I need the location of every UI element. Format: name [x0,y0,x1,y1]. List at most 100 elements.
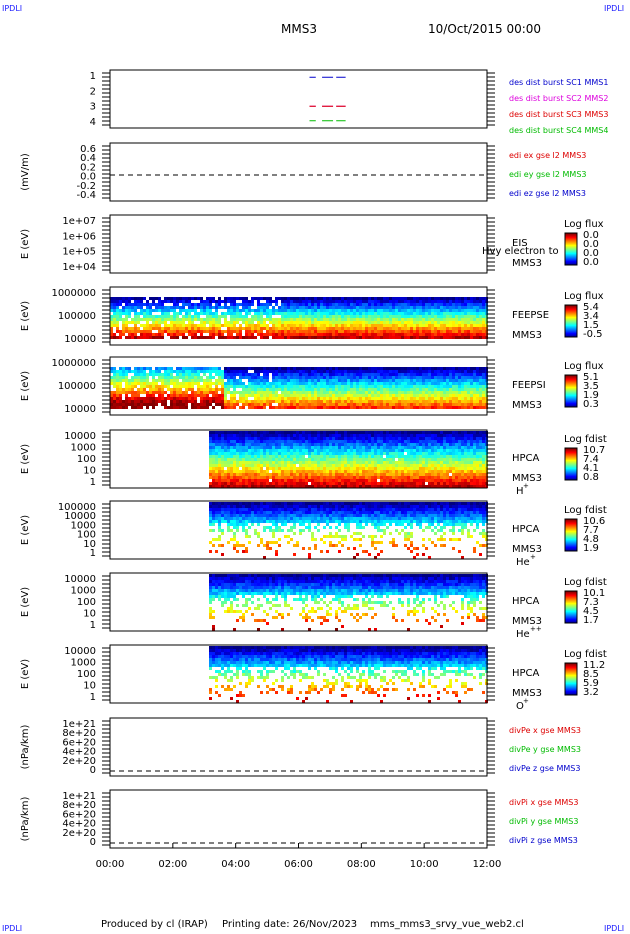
heatmap-cell [383,479,386,482]
heatmap-cell [407,318,410,321]
heatmap-cell [311,336,314,339]
heatmap-cell [326,406,329,409]
heatmap-cell [125,397,128,400]
heatmap-cell [281,403,284,406]
heatmap-cell [206,321,209,324]
heatmap-cell [284,385,287,388]
heatmap-cell [338,327,341,330]
heatmap-cell [410,431,413,434]
heatmap-cell [242,464,245,467]
heatmap-cell [203,303,206,306]
heatmap-cell [191,385,194,388]
heatmap-cell [422,440,425,443]
heatmap-cell [284,406,287,409]
heatmap-cell [113,306,116,309]
heatmap-cell [221,455,224,458]
heatmap-cell [368,324,371,327]
heatmap-cell [464,388,467,391]
heatmap-cell [197,373,200,376]
heatmap-cell [272,461,275,464]
heatmap-cell [404,485,407,488]
heatmap-cell [479,309,482,312]
heatmap-cell [266,449,269,452]
heatmap-cell [284,440,287,443]
heatmap-cell [407,394,410,397]
heatmap-cell [125,324,128,327]
heatmap-cell [254,452,257,455]
heatmap-cell [428,297,431,300]
heatmap-cell [200,297,203,300]
colorbar-swatch [565,313,577,315]
heatmap-cell [383,400,386,403]
heatmap-cell [482,312,485,315]
heatmap-cell [404,482,407,485]
heatmap-cell [242,455,245,458]
heatmap-cell [368,461,371,464]
heatmap-cell [365,367,368,370]
heatmap-cell [257,373,260,376]
heatmap-cell [296,303,299,306]
heatmap-cell [464,324,467,327]
heatmap-cell [461,300,464,303]
heatmap-cell [170,373,173,376]
heatmap-cell [299,391,302,394]
heatmap-cell [344,306,347,309]
heatmap-cell [305,303,308,306]
heatmap-cell [311,333,314,336]
heatmap-cell [368,312,371,315]
heatmap-cell [464,306,467,309]
heatmap-cell [479,330,482,333]
heatmap-cell [473,388,476,391]
heatmap-cell [290,470,293,473]
heatmap-cell [329,333,332,336]
heatmap-cell [347,431,350,434]
heatmap-cell [329,449,332,452]
heatmap-cell [326,458,329,461]
heatmap-cell [383,440,386,443]
heatmap-cell [272,458,275,461]
heatmap-cell [332,443,335,446]
heatmap-cell [332,333,335,336]
heatmap-cell [200,327,203,330]
heatmap-cell [422,431,425,434]
heatmap-cell [413,461,416,464]
heatmap-cell [281,431,284,434]
heatmap-cell [374,452,377,455]
heatmap-cell [437,327,440,330]
heatmap-cell [251,391,254,394]
heatmap-cell [425,406,428,409]
heatmap-cell [368,455,371,458]
colorbar-swatch [565,317,577,319]
heatmap-cell [278,461,281,464]
heatmap-cell [413,394,416,397]
heatmap-cell [272,370,275,373]
heatmap-cell [308,370,311,373]
heatmap-cell [194,333,197,336]
heatmap-cell [335,321,338,324]
heatmap-cell [416,324,419,327]
heatmap-cell [392,455,395,458]
heatmap-cell [125,379,128,382]
heatmap-cell [359,485,362,488]
heatmap-cell [194,367,197,370]
heatmap-cell [197,336,200,339]
heatmap-cell [380,479,383,482]
heatmap-cell [347,315,350,318]
heatmap-cell [317,330,320,333]
heatmap-cell [281,394,284,397]
heatmap-cell [395,370,398,373]
heatmap-cell [212,394,215,397]
heatmap-cell [275,440,278,443]
heatmap-cell [326,303,329,306]
heatmap-cell [296,431,299,434]
heatmap-cell [323,309,326,312]
heatmap-cell [239,485,242,488]
heatmap-cell [239,458,242,461]
heatmap-cell [152,327,155,330]
heatmap-cell [194,297,197,300]
heatmap-cell [245,385,248,388]
heatmap-cell [269,476,272,479]
heatmap-cell [428,330,431,333]
heatmap-cell [359,324,362,327]
heatmap-cell [275,379,278,382]
